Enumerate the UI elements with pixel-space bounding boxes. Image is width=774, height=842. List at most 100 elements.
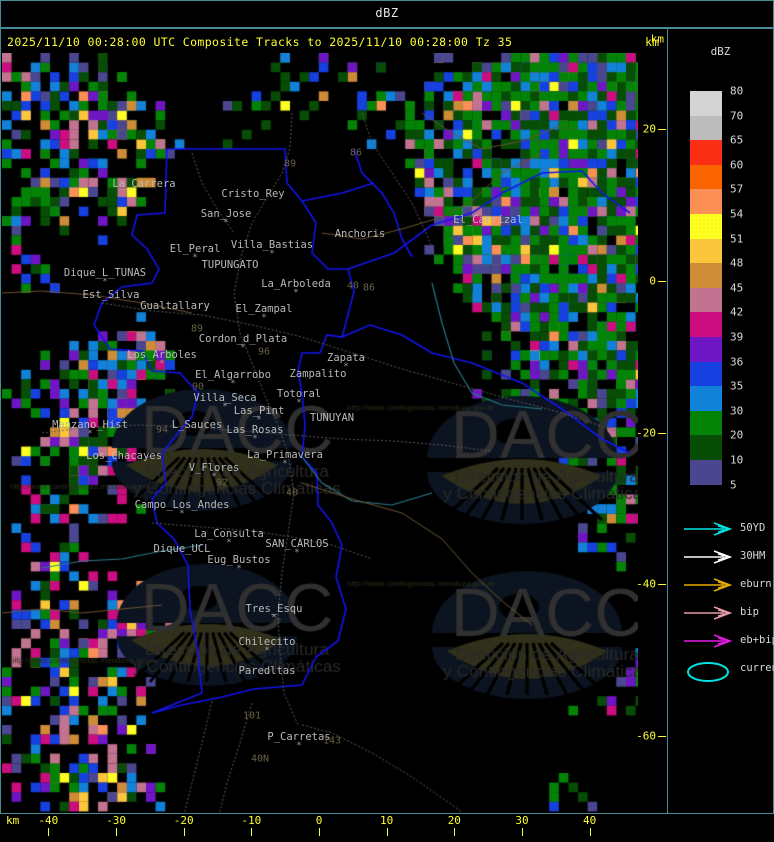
- map-place-label: Est_Silva: [82, 289, 140, 301]
- road-number-label: 86: [362, 282, 376, 294]
- track-legend: 50YD 30HM eburn bip eb+bip current: [684, 516, 774, 684]
- y-axis-tick-label: 0: [649, 274, 656, 288]
- y-axis-tick: [658, 584, 666, 586]
- x-axis-tick: [386, 828, 388, 836]
- colorbar-tick-label: 51: [730, 232, 744, 246]
- colorbar-tick-label: 70: [730, 109, 744, 123]
- colorbar-swatch[interactable]: [690, 213, 722, 239]
- map-place-label: TUNUYAN: [309, 412, 355, 424]
- map-place-label: Zapata: [327, 352, 365, 364]
- map-place-marker: *: [294, 548, 300, 558]
- colorbar-swatch[interactable]: [690, 435, 722, 460]
- dbz-colorbar[interactable]: 80 70 65 60 57 54 51 48 45 42 39 36 35 30 20 10 5: [690, 85, 743, 491]
- road-number-label: 96: [257, 346, 271, 358]
- map-place-label: El_Algarrobo: [195, 369, 271, 381]
- track-legend-label: eburn: [740, 578, 772, 590]
- arrow-icon: [684, 606, 732, 620]
- y-axis-tick-label: -20: [636, 426, 656, 439]
- colorbar-tick-label: 57: [730, 182, 744, 196]
- map-place-label: Anchoris: [334, 228, 386, 240]
- map-place-marker: *: [211, 472, 217, 482]
- colorbar-swatch[interactable]: [690, 312, 722, 337]
- colorbar-swatch[interactable]: [690, 238, 722, 264]
- map-place-label: La_Carrera: [112, 178, 176, 190]
- map-place-label: Paredltas: [238, 665, 296, 677]
- colorbar-swatch[interactable]: [690, 91, 722, 116]
- colorbar-swatch[interactable]: [690, 361, 722, 387]
- x-axis-tick: [251, 828, 253, 836]
- map-place-label: Manzano_Hist: [52, 419, 128, 431]
- x-axis-unit-label: km: [6, 814, 20, 827]
- y-axis-tick: [658, 128, 666, 130]
- colorbar-swatch[interactable]: [690, 115, 722, 141]
- colorbar-swatch[interactable]: [690, 287, 722, 313]
- map-place-label: Los_Arboles: [127, 349, 197, 361]
- colorbar-swatch[interactable]: [690, 386, 722, 411]
- radar-canvas[interactable]: La_Carrera Cristo_Rey San_Jose * Anchoris El_…: [2, 53, 638, 812]
- track-legend-item: 50YD: [684, 516, 774, 544]
- map-place-label: Los_Chacayes: [86, 450, 162, 462]
- plot-panel: 2025/11/10 00:28:00 UTC Composite Tracks…: [0, 28, 668, 814]
- x-axis-tick: [116, 828, 118, 836]
- map-place-marker: *: [261, 313, 267, 323]
- track-legend-item: 30HM: [684, 544, 774, 572]
- map-place-label: La_Consulta: [194, 528, 264, 540]
- colorbar-swatch[interactable]: [690, 410, 722, 436]
- map-place-label: Las_Pint: [233, 405, 285, 417]
- x-axis-tick-label: -20: [173, 814, 194, 827]
- x-axis-tick: [183, 828, 185, 836]
- map-place-marker: *: [179, 509, 185, 519]
- map-place-label: Las_Rosas: [226, 424, 284, 436]
- map-place-label: La_Arboleda: [261, 278, 331, 290]
- y-axis-tick-label: -60: [636, 729, 656, 743]
- map-place-marker: *: [159, 359, 165, 369]
- colorbar-swatch[interactable]: [690, 164, 722, 190]
- map-place-label: Gualtallary: [140, 300, 210, 312]
- header-unit-label: km: [645, 35, 659, 49]
- road-number-label: 40: [285, 487, 299, 499]
- colorbar-swatch[interactable]: [690, 140, 722, 165]
- track-legend-label: current: [740, 662, 774, 674]
- x-axis-tick-label: -40: [38, 814, 59, 827]
- map-place-label: El_Peral: [169, 243, 221, 255]
- y-axis: 20 0 -20 -40 -60 km: [636, 33, 668, 812]
- road-number-label: 90: [191, 381, 205, 393]
- x-axis: km -40 -30 -20 -10 0 10 20 30 40: [0, 814, 668, 842]
- window-title: dBZ: [375, 6, 399, 20]
- x-axis-tick-label: 20: [447, 814, 461, 827]
- map-label-layer: La_Carrera Cristo_Rey San_Jose * Anchoris El_…: [2, 53, 638, 812]
- road-number-label: 40N: [250, 753, 270, 765]
- map-place-marker: *: [226, 538, 232, 548]
- road-number-label: 86: [349, 147, 363, 159]
- colorbar-tick-label: 54: [730, 207, 744, 221]
- arrow-icon: [684, 550, 732, 564]
- x-axis-tick-label: 40: [583, 814, 597, 827]
- map-place-label: P_Carretas: [267, 731, 331, 743]
- map-place-label: Tres_Esqu: [245, 603, 303, 615]
- map-place-label: Villa_Seca: [193, 392, 257, 404]
- x-axis-tick-label: -10: [241, 814, 262, 827]
- track-legend-item: current: [684, 656, 774, 684]
- map-place-label: Totoral: [276, 388, 322, 400]
- x-axis-tick: [48, 828, 50, 836]
- map-place-marker: *: [296, 741, 302, 751]
- colorbar-swatch[interactable]: [690, 189, 722, 214]
- colorbar-tick-label: 39: [730, 330, 744, 344]
- colorbar-swatch[interactable]: [690, 263, 722, 288]
- colorbar-swatch[interactable]: [690, 336, 722, 362]
- colorbar-tick-label: 10: [730, 453, 744, 467]
- arrow-icon: [684, 578, 732, 592]
- map-place-label: San_Jose: [200, 208, 252, 220]
- y-axis-tick: [658, 432, 666, 434]
- colorbar-swatch[interactable]: [690, 459, 722, 485]
- track-legend-label: 30HM: [740, 550, 766, 562]
- map-place-marker: *: [222, 402, 228, 412]
- road-number-label: 89: [283, 158, 297, 170]
- current-ellipse-icon: [687, 662, 729, 682]
- arrow-icon: [684, 634, 732, 648]
- y-axis-unit-label: km: [650, 32, 664, 46]
- map-place-marker: *: [269, 249, 275, 259]
- x-axis-tick-label: 0: [315, 814, 323, 827]
- map-place-label: Eug_Bustos: [207, 554, 271, 566]
